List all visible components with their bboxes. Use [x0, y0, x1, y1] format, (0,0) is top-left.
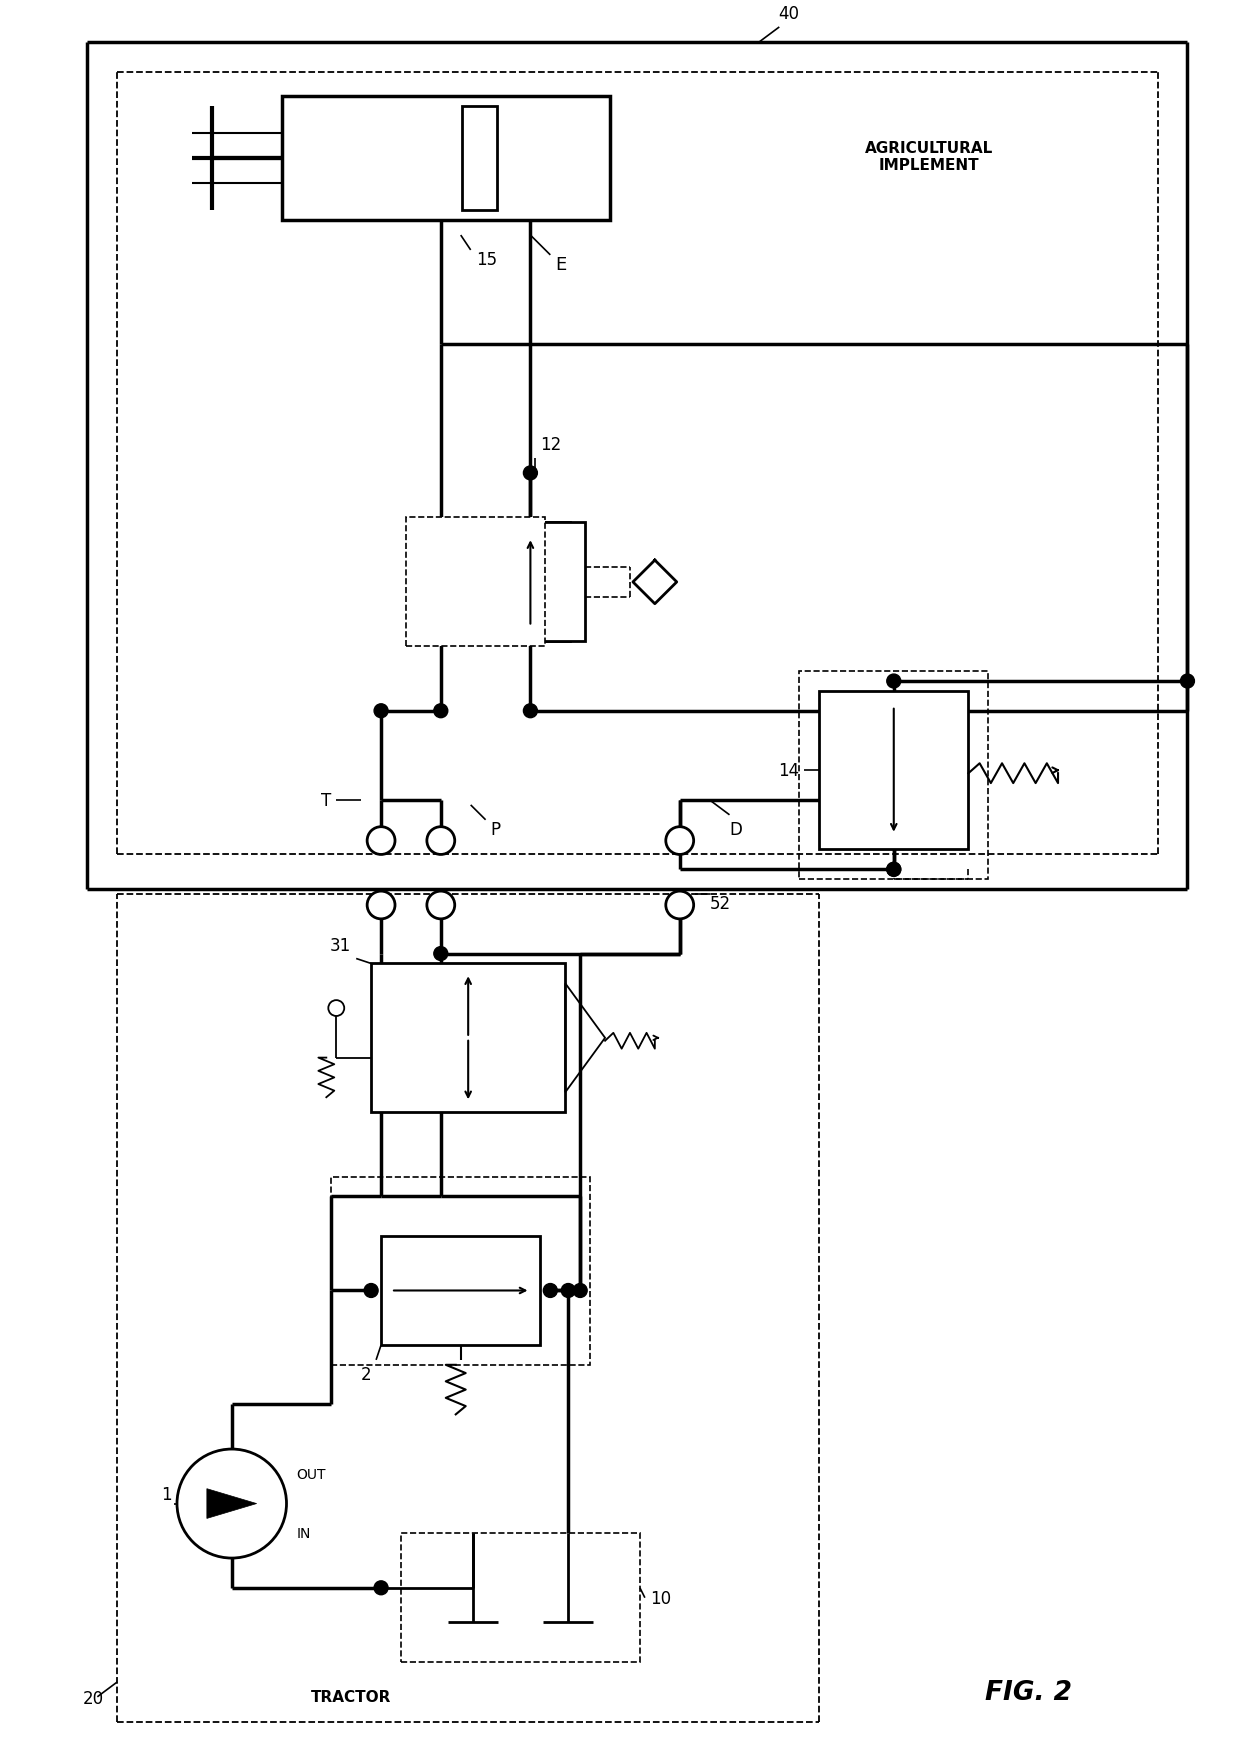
Circle shape	[427, 827, 455, 856]
Text: OUT: OUT	[296, 1468, 326, 1482]
Circle shape	[434, 947, 448, 961]
Polygon shape	[207, 1489, 257, 1519]
Bar	[820, 691, 968, 850]
Circle shape	[562, 1284, 575, 1298]
Bar	[281, 97, 610, 220]
Text: IN: IN	[296, 1526, 311, 1540]
Bar	[331, 1177, 590, 1365]
Text: TRACTOR: TRACTOR	[311, 1690, 392, 1704]
Circle shape	[374, 704, 388, 718]
Text: 40: 40	[779, 5, 800, 23]
Text: FIG. 2: FIG. 2	[985, 1679, 1071, 1704]
Circle shape	[177, 1450, 286, 1558]
Bar	[371, 963, 565, 1113]
Text: D: D	[729, 820, 743, 838]
Bar	[800, 672, 988, 880]
Bar	[461, 524, 570, 642]
Text: 31: 31	[330, 937, 351, 954]
Bar	[405, 519, 546, 647]
Text: 14: 14	[777, 762, 800, 780]
Bar	[476, 524, 585, 642]
Circle shape	[666, 827, 693, 856]
Text: AGRICULTURAL
IMPLEMENT: AGRICULTURAL IMPLEMENT	[864, 141, 993, 173]
Circle shape	[1180, 674, 1194, 688]
Text: 2: 2	[361, 1365, 371, 1383]
Circle shape	[887, 863, 900, 877]
Bar	[401, 1533, 640, 1662]
Circle shape	[887, 863, 900, 877]
Text: 15: 15	[476, 250, 497, 268]
Text: T: T	[321, 792, 331, 810]
Circle shape	[887, 674, 900, 688]
Text: P: P	[491, 820, 501, 838]
Circle shape	[329, 1000, 345, 1016]
Circle shape	[573, 1284, 588, 1298]
Text: 12: 12	[541, 436, 562, 453]
Circle shape	[367, 891, 396, 919]
Text: 20: 20	[82, 1688, 104, 1708]
Circle shape	[543, 1284, 557, 1298]
Circle shape	[427, 891, 455, 919]
Circle shape	[367, 827, 396, 856]
Circle shape	[434, 704, 448, 718]
Circle shape	[365, 1284, 378, 1298]
Text: 52: 52	[709, 894, 730, 912]
Text: 10: 10	[650, 1589, 671, 1607]
Circle shape	[374, 1581, 388, 1595]
Circle shape	[666, 891, 693, 919]
Circle shape	[523, 704, 537, 718]
Circle shape	[523, 467, 537, 480]
Text: E: E	[556, 256, 567, 273]
Text: 1: 1	[161, 1485, 172, 1503]
Bar	[381, 1237, 541, 1346]
Bar	[463, 108, 497, 212]
